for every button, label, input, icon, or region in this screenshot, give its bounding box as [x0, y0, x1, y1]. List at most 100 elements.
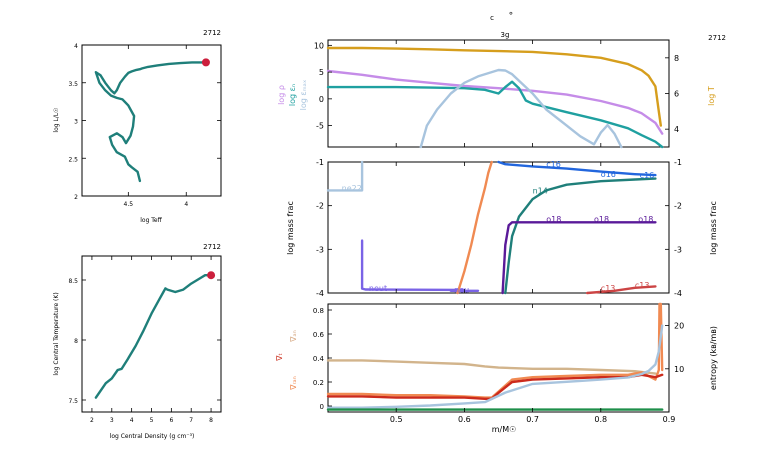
hr-ylabel: log L/L☉	[53, 107, 60, 132]
abund-species-label: o18	[638, 215, 653, 224]
grad-left-axis-label: ∇ₐₙ	[289, 330, 298, 343]
profile-abund-panel: -4 -3 -2 -1 -4 -3 -2 -1 ne22 neut neu c16 o16 c16 n14…	[286, 158, 718, 298]
top-ytick-right-label: 6	[674, 90, 679, 99]
abund-ytick-right-label: -4	[674, 289, 682, 298]
profile-abund-plot-area	[326, 160, 657, 295]
rhoT-xtick-label: 7	[189, 417, 193, 424]
top-ytick-label: 0	[319, 95, 324, 104]
top-line-log-eps-nuc	[326, 80, 664, 149]
profile-header-model: 3g	[501, 31, 510, 39]
hr-ytick-label: 2.5	[68, 156, 78, 163]
profile-header-circle: ∘	[508, 9, 514, 19]
grad-xtick-label: 0.9	[663, 415, 676, 424]
profile-top-axes: -5 0 5 10 4 6 8	[314, 40, 679, 147]
abund-ytick-right-label: -2	[674, 202, 682, 211]
grad-xtick-label: 0.5	[390, 415, 403, 424]
grad-line-grad-rad	[326, 302, 664, 399]
top-ytick-label: 5	[319, 68, 324, 77]
hr-axes: 4.5 4 2 2.5 3 3.5 4	[68, 43, 221, 208]
grad-line-entropy	[326, 324, 664, 409]
abund-species-label: o16	[601, 170, 616, 179]
profile-top-right-label: log T	[707, 86, 716, 106]
hr-ytick-label: 3	[74, 119, 78, 126]
rhoT-current-marker	[207, 271, 216, 280]
abund-line-neut	[360, 239, 466, 292]
rhoT-xtick-label: 5	[150, 417, 154, 424]
rhoT-xtick-label: 4	[130, 417, 134, 424]
profile-abund-labels: ne22 neut neu c16 o16 c16 n14 o18 o18 o18 c13 c13	[342, 160, 655, 294]
grad-xtick-label: 0.8	[594, 415, 607, 424]
profile-abund-axes: -4 -3 -2 -1 -4 -3 -2 -1	[316, 158, 682, 298]
profile-grad-axes: 0.5 0.6 0.7 0.8 0.9 0 0.2 0.4 0.6 0.8 10 20	[313, 304, 684, 424]
grad-ytick-right-label: 20	[674, 322, 684, 331]
abund-species-label: neut	[369, 284, 387, 293]
abund-ytick-label: -3	[316, 245, 324, 254]
abund-ytick-label: -4	[316, 289, 324, 298]
hr-ytick-label: 4	[74, 43, 78, 50]
grad-right-label: entropy (kʙ/mʙ)	[709, 326, 718, 390]
rhoT-line-track	[94, 274, 213, 399]
abund-line-he4	[456, 160, 493, 295]
rhoT-ytick-label: 7.5	[68, 398, 78, 405]
hr-plot-area	[94, 58, 210, 183]
profile-header-c: c	[490, 14, 494, 22]
abund-line-n14	[504, 177, 657, 295]
top-ytick-right-label: 4	[674, 125, 679, 134]
abund-species-label: c16	[640, 171, 655, 180]
abund-ytick-label: -2	[316, 202, 324, 211]
abund-line-o18	[501, 221, 657, 295]
grad-left-axis-label: ∇ᵣₐₙ	[289, 376, 298, 391]
grad-ytick-label: 0.2	[313, 379, 324, 387]
profile-grad-left-labels: ∇ₐₙ ∇ₜ ∇ᵣₐₙ	[275, 330, 298, 391]
top-line-log-t	[326, 46, 662, 127]
top-left-axis-label: log εₘₐₓ	[299, 79, 308, 110]
rhoT-xtick-label: 3	[110, 417, 114, 424]
abund-species-label: c13	[601, 284, 616, 293]
top-line-log-rho	[326, 69, 664, 135]
hr-xtick-label: 4.5	[124, 201, 134, 208]
top-line-log-eps-max	[419, 68, 623, 149]
profile-top-left-labels: log ρ log εₙ log εₘₐₓ	[277, 79, 308, 110]
rhoT-xtick-label: 8	[209, 417, 213, 424]
abund-species-label: neu	[454, 286, 469, 295]
profile-grad-plot-area	[326, 302, 664, 411]
hr-line-track	[94, 61, 208, 183]
hr-current-marker	[201, 58, 210, 67]
grad-ytick-right-label: 10	[674, 365, 684, 374]
abund-ytick-right-label: -1	[674, 158, 682, 167]
rhoT-axes: 2 3 4 5 6 7 8 7.5 8 8.5	[68, 256, 221, 424]
rhoT-model-number: 2712	[203, 243, 221, 251]
hr-frame	[81, 44, 222, 197]
profile-top-model-number: 2712	[708, 34, 726, 42]
grad-xlabel: m/M☉	[492, 425, 517, 434]
top-left-axis-label: log εₙ	[288, 84, 297, 106]
grad-ytick-label: 0.4	[313, 355, 325, 363]
profile-top-plot-area	[326, 46, 664, 149]
profile-grad-panel: 0.5 0.6 0.7 0.8 0.9 0 0.2 0.4 0.6 0.8 10 20 ∇ₐₙ ∇ₜ ∇ᵣ…	[275, 302, 718, 434]
grad-line-grad-ad	[326, 359, 657, 375]
hr-ytick-label: 3.5	[68, 81, 78, 88]
abund-species-label: c13	[635, 281, 650, 290]
abund-line-c12	[497, 160, 657, 177]
hr-xtick-label: 4	[184, 201, 188, 208]
grad-ytick-label: 0	[320, 403, 324, 411]
rhoT-xlabel: log Central Density (g cm⁻³)	[110, 433, 195, 440]
top-ytick-right-label: 8	[674, 54, 679, 63]
profile-top-panel: -5 0 5 10 4 6 8 c ∘ 3g 2712 log ρ log εₙ log εₘₐ…	[277, 9, 726, 149]
abund-species-label: o18	[546, 215, 561, 224]
abund-line-ne22	[326, 160, 364, 192]
grad-left-axis-label: ∇ₜ	[275, 353, 284, 362]
abund-ytick-label: -1	[316, 158, 324, 167]
abund-species-label: n14	[533, 186, 548, 195]
hr-model-number: 2712	[203, 29, 221, 37]
abund-species-label: o18	[594, 215, 609, 224]
rhoT-plot-area	[94, 271, 216, 399]
hr-panel: 4.5 4 2 2.5 3 3.5 4 2712 log Teff log L/L☉	[53, 29, 222, 224]
rhoT-ytick-label: 8.5	[68, 278, 78, 285]
rhoT-xtick-label: 6	[169, 417, 173, 424]
top-ytick-label: 10	[314, 41, 324, 50]
grad-ytick-label: 0.6	[313, 331, 325, 339]
grad-xtick-label: 0.6	[458, 415, 471, 424]
hr-xlabel: log Teff	[140, 217, 162, 224]
